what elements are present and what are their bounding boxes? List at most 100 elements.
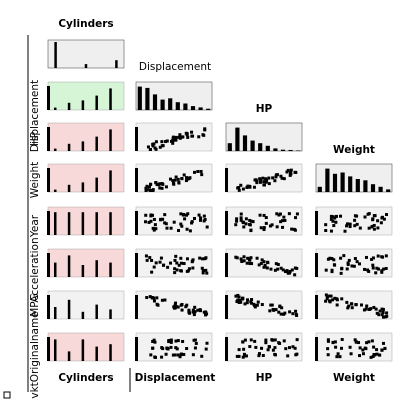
cell-point-hp-displacement-30 bbox=[203, 128, 207, 132]
cell-point-mpg-weight-11 bbox=[335, 297, 339, 301]
cell-point-hp-displacement-10 bbox=[154, 140, 158, 144]
cell-point-year-weight-27 bbox=[384, 213, 388, 217]
cell-point-year-displacement-41 bbox=[169, 226, 173, 230]
cell-point-vktoriginalname-weight-35 bbox=[338, 355, 342, 359]
cell-point-acceleration-hp-31 bbox=[269, 267, 273, 271]
cell-point-year-weight-19 bbox=[353, 214, 357, 218]
cell-point-year-displacement-18 bbox=[165, 226, 169, 230]
cell-point-mpg-displacement-28 bbox=[192, 313, 196, 317]
cell-point-vktoriginalname-displacement-36 bbox=[181, 339, 185, 343]
hist-bar-displacement-4 bbox=[168, 98, 173, 110]
cell-point-year-displacement-36 bbox=[147, 220, 151, 224]
cell-point-vktoriginalname-weight-21 bbox=[365, 341, 369, 345]
cell-point-year-weight-37 bbox=[379, 221, 383, 225]
cell-marker-year-hp bbox=[225, 211, 228, 235]
cell-point-acceleration-hp-16 bbox=[242, 255, 246, 259]
cell-point-year-weight-15 bbox=[355, 222, 359, 226]
cell-point-weight-displacement-28 bbox=[171, 181, 175, 185]
cell-point-weight-hp-4 bbox=[267, 182, 271, 186]
cell-point-acceleration-weight-35 bbox=[347, 258, 351, 262]
cell-point-weight-displacement-31 bbox=[160, 182, 164, 186]
hist-bar-displacement-5 bbox=[175, 102, 180, 110]
cell-point-vktoriginalname-hp-22 bbox=[242, 347, 246, 351]
cell-bar-hp-cylinders-1 bbox=[67, 143, 71, 151]
hist-bar-hp-3 bbox=[250, 140, 255, 151]
cell-point-year-weight-12 bbox=[345, 224, 349, 228]
row-label-acceleration: Acceleration bbox=[29, 237, 41, 302]
row-label-vktoriginalname: vktOriginalname bbox=[29, 311, 41, 398]
cell-point-weight-displacement-40 bbox=[185, 176, 189, 180]
cell-bg-weight-cylinders bbox=[47, 163, 125, 193]
cell-point-mpg-hp-20 bbox=[288, 310, 292, 314]
cell-point-weight-displacement-3 bbox=[144, 186, 148, 190]
cell-point-vktoriginalname-weight-38 bbox=[361, 352, 365, 356]
cell-point-vktoriginalname-weight-10 bbox=[361, 348, 365, 352]
cell-point-mpg-weight-27 bbox=[346, 306, 350, 310]
cell-point-acceleration-displacement-5 bbox=[201, 257, 205, 261]
cell-point-mpg-weight-13 bbox=[325, 295, 329, 299]
cell-point-mpg-displacement-18 bbox=[187, 308, 191, 312]
cell-point-year-weight-30 bbox=[373, 214, 377, 218]
cell-bar-weight-cylinders-0 bbox=[54, 189, 57, 192]
cell-point-vktoriginalname-displacement-4 bbox=[169, 345, 173, 349]
cell-bar-vktoriginalname-cylinders-0 bbox=[54, 339, 57, 361]
cell-point-acceleration-displacement-33 bbox=[177, 263, 181, 267]
hist-bar-hp-6 bbox=[273, 148, 278, 151]
cell-point-year-weight-21 bbox=[372, 227, 376, 231]
cell-point-year-weight-25 bbox=[367, 212, 371, 216]
cell-marker-year-weight bbox=[315, 211, 318, 235]
cell-bar-year-cylinders-1 bbox=[67, 212, 71, 235]
cell-point-mpg-displacement-8 bbox=[163, 298, 167, 302]
cell-point-acceleration-weight-11 bbox=[371, 266, 375, 270]
cell-point-vktoriginalname-displacement-25 bbox=[204, 347, 208, 351]
cell-point-year-displacement-19 bbox=[182, 212, 186, 216]
row-label-year: Year bbox=[29, 214, 41, 238]
cell-point-acceleration-weight-41 bbox=[375, 266, 379, 270]
cell-bar-displacement-cylinders-1 bbox=[67, 102, 71, 110]
hist-bar-weight-9 bbox=[386, 189, 391, 192]
cell-point-weight-displacement-41 bbox=[200, 173, 204, 177]
cell-point-acceleration-hp-36 bbox=[262, 265, 266, 269]
cell-point-weight-displacement-29 bbox=[164, 185, 168, 189]
cell-marker-hp-displacement bbox=[135, 127, 138, 151]
cell-point-mpg-hp-29 bbox=[234, 294, 238, 298]
cell-point-mpg-hp-37 bbox=[278, 305, 282, 309]
cell-point-vktoriginalname-weight-30 bbox=[331, 341, 335, 345]
cell-point-acceleration-displacement-1 bbox=[198, 256, 202, 260]
cell-point-weight-displacement-35 bbox=[145, 188, 149, 192]
cell-point-acceleration-weight-9 bbox=[382, 267, 386, 271]
top-label-hp: HP bbox=[256, 103, 273, 115]
cell-point-year-hp-36 bbox=[242, 221, 246, 225]
cell-point-year-displacement-25 bbox=[144, 213, 148, 217]
cell-marker-hp-cylinders bbox=[47, 127, 50, 151]
cell-point-vktoriginalname-displacement-27 bbox=[169, 338, 173, 342]
cell-point-acceleration-weight-8 bbox=[376, 254, 380, 258]
cell-point-weight-displacement-24 bbox=[182, 173, 186, 177]
cell-point-year-weight-13 bbox=[334, 214, 338, 218]
cell-point-vktoriginalname-hp-35 bbox=[273, 352, 277, 356]
cell-point-vktoriginalname-weight-20 bbox=[377, 353, 381, 357]
cell-point-acceleration-weight-32 bbox=[363, 267, 367, 271]
cell-point-year-hp-39 bbox=[244, 217, 248, 221]
cell-point-vktoriginalname-displacement-37 bbox=[151, 346, 155, 350]
cell-point-year-displacement-13 bbox=[152, 228, 156, 232]
cell-point-acceleration-weight-23 bbox=[339, 256, 343, 260]
cell-point-year-weight-14 bbox=[329, 217, 333, 221]
cell-point-vktoriginalname-hp-37 bbox=[291, 345, 295, 349]
cell-bg-year-hp bbox=[225, 206, 303, 236]
cell-bg-vktoriginalname-weight bbox=[315, 332, 393, 362]
cell-point-year-displacement-37 bbox=[177, 228, 181, 232]
hist-bar-hp-1 bbox=[235, 127, 240, 151]
hist-bar-hp-7 bbox=[280, 149, 286, 151]
cell-point-weight-hp-36 bbox=[241, 187, 245, 191]
cell-point-weight-hp-6 bbox=[261, 176, 265, 180]
cell-point-year-hp-18 bbox=[244, 222, 248, 226]
cell-point-year-hp-33 bbox=[268, 224, 272, 228]
cell-point-acceleration-displacement-38 bbox=[173, 258, 177, 262]
cell-point-mpg-hp-34 bbox=[252, 302, 256, 306]
cell-marker-acceleration-hp bbox=[225, 253, 228, 277]
cell-point-acceleration-displacement-34 bbox=[158, 260, 162, 264]
cell-point-acceleration-displacement-21 bbox=[169, 261, 173, 265]
cell-point-year-hp-26 bbox=[242, 225, 246, 229]
